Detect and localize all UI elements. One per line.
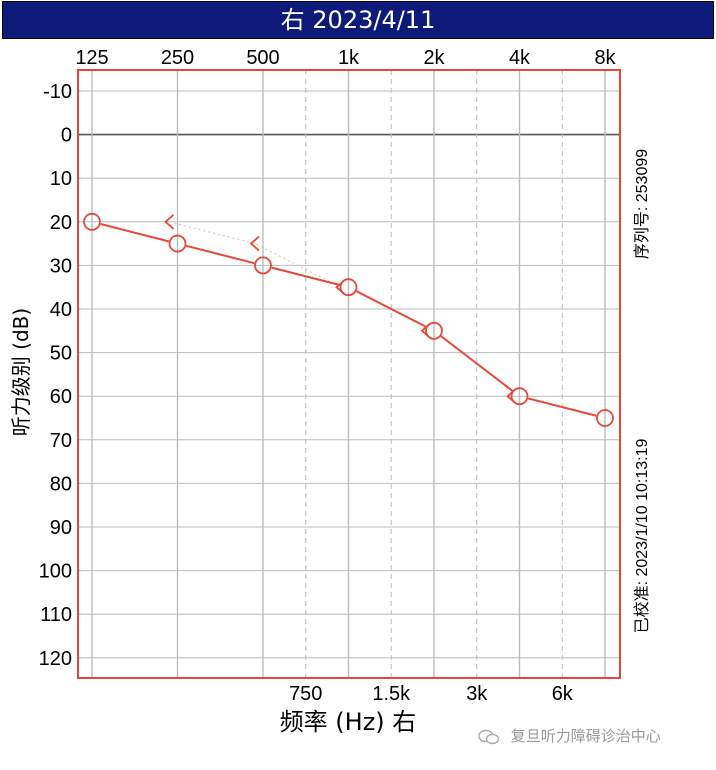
series-1-segment [185,244,255,265]
series-1-point [510,387,529,406]
x-axis-title: 频率 (Hz) 右 [280,708,417,736]
series-2-point [249,235,260,252]
x-bottom-tick-label: 6k [552,683,574,705]
series-1-segment [440,335,513,392]
series-1-segment [100,223,170,243]
series [83,212,614,427]
y-tick-label: 120 [39,648,72,670]
y-axis-title: 听力级别 (dB) [9,308,33,436]
x-top-tick-label: 2k [423,47,445,69]
x-top-tick-label: 4k [509,47,531,69]
y-tick-label: 90 [50,517,72,539]
plot-border [77,69,621,679]
y-tick-label: 50 [50,343,72,365]
y-tick-label: 10 [50,168,72,190]
series-1-point [168,234,187,253]
x-top-tick-label: 250 [161,47,194,69]
grid [78,70,620,678]
serial-number-label: 序列号: 253099 [633,149,651,259]
calibration-label: 已校准: 2023/1/10 10:13:19 [633,439,651,634]
x-top-tick-label: 125 [75,47,108,69]
series-1-segment [527,397,597,417]
series-1-point [425,321,443,340]
series-2-line [169,221,341,288]
series-1-point [596,409,614,427]
y-tick-label: 0 [61,125,72,147]
x-top-tick-label: 8k [594,47,616,69]
y-tick-label: 20 [50,212,72,234]
series-1-point [339,278,358,297]
y-tick-label: 30 [50,255,72,277]
y-tick-label: 110 [40,604,72,626]
x-top-tick-label: 1k [338,47,360,69]
x-bottom-tick-label: 3k [466,683,488,705]
axes: -10 0 10 20 30 40 50 60 70 80 90 100 110 120 125 250 500… [39,47,617,705]
wechat-icon [478,729,500,745]
y-tick-label: 40 [50,299,72,321]
y-tick-label: 70 [50,430,72,452]
x-bottom-tick-label: 750 [289,683,322,705]
x-top-tick-label: 500 [246,47,279,69]
series-1-segment [356,290,427,328]
x-bottom-tick-label: 1.5k [372,683,411,705]
watermark-text: 复旦听力障碍诊治中心 [510,727,661,745]
series-1-point [83,212,101,231]
series-2-point [164,214,175,230]
y-tick-label: -10 [43,81,72,103]
y-tick-label: 100 [39,561,72,583]
watermark: 复旦听力障碍诊治中心 [478,725,661,746]
series-1-point [254,256,272,275]
series-1-segment [271,266,341,286]
y-tick-label: 60 [50,386,72,408]
y-tick-label: 80 [50,473,72,495]
chart-title: 右 2023/4/11 [2,1,714,39]
